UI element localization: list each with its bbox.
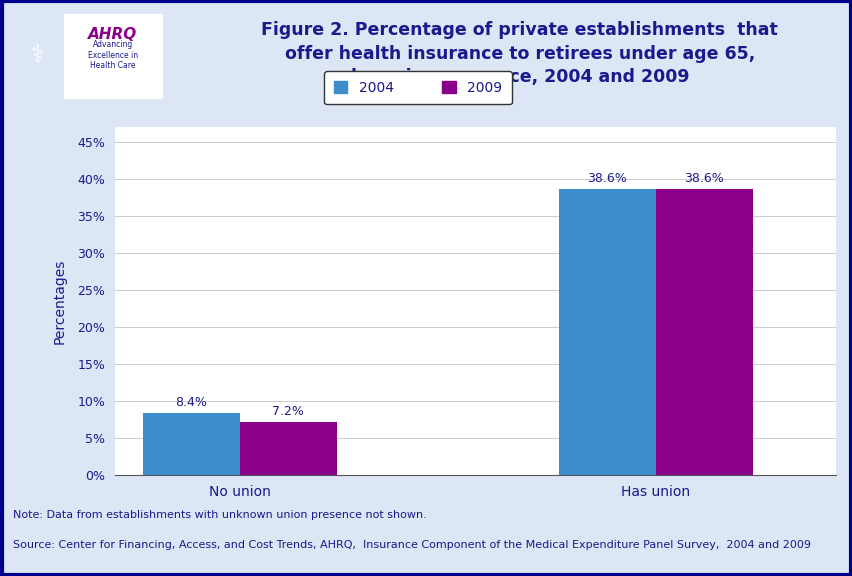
Text: Figure 2. Percentage of private establishments  that
offer health insurance to r: Figure 2. Percentage of private establis… xyxy=(261,21,777,86)
Text: 38.6%: 38.6% xyxy=(683,172,723,185)
FancyBboxPatch shape xyxy=(64,14,161,98)
Y-axis label: Percentages: Percentages xyxy=(52,258,66,344)
Text: AHRQ: AHRQ xyxy=(88,26,137,41)
Text: Note: Data from establishments with unknown union presence not shown.: Note: Data from establishments with unkn… xyxy=(13,510,426,520)
Text: 8.4%: 8.4% xyxy=(176,396,207,409)
Text: ⚕: ⚕ xyxy=(30,43,43,67)
Bar xyxy=(655,189,751,475)
Text: Source: Center for Financing, Access, and Cost Trends, AHRQ,  Insurance Componen: Source: Center for Financing, Access, an… xyxy=(13,540,809,550)
Legend: 2004, 2009: 2004, 2009 xyxy=(324,71,511,104)
Bar xyxy=(558,189,655,475)
Text: Advancing
Excellence in
Health Care: Advancing Excellence in Health Care xyxy=(88,40,137,70)
Text: 7.2%: 7.2% xyxy=(272,405,304,418)
Bar xyxy=(239,422,337,475)
Bar xyxy=(142,413,239,475)
Text: 38.6%: 38.6% xyxy=(587,172,626,185)
